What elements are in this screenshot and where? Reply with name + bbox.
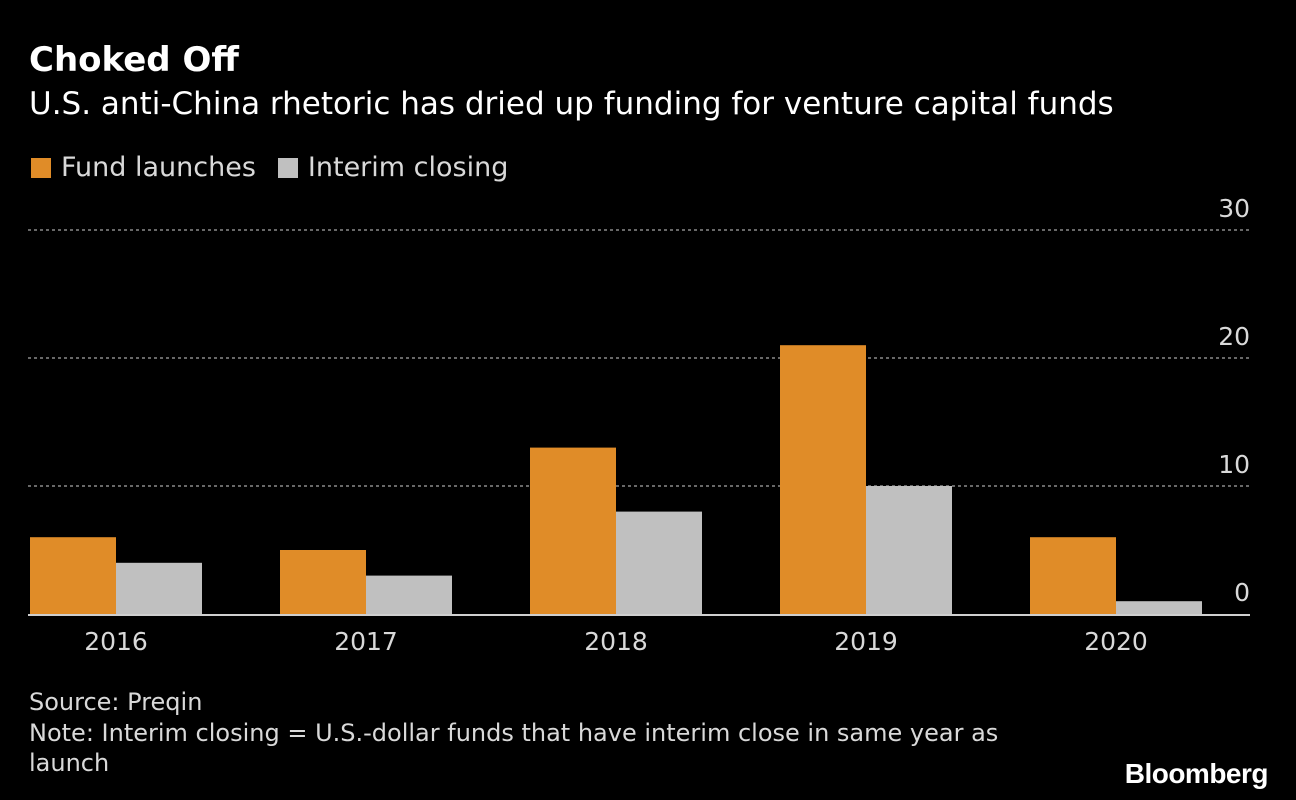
bar-interim-closing: [616, 511, 702, 614]
bar-fund-launches: [30, 537, 116, 614]
y-tick-label: 10: [1218, 450, 1250, 479]
bar-interim-closing: [866, 486, 952, 614]
x-tick-label: 2020: [1084, 627, 1148, 656]
legend-item-interim-closing: Interim closing: [277, 152, 509, 183]
bar-fund-launches: [530, 447, 616, 614]
legend-label-fund-launches: Fund launches: [61, 152, 256, 183]
legend-item-fund-launches: Fund launches: [31, 152, 256, 183]
bar-interim-closing: [1116, 601, 1202, 614]
x-tick-label: 2018: [584, 627, 648, 656]
bar-interim-closing: [116, 562, 202, 614]
legend-swatch-interim-closing: [277, 157, 298, 178]
x-tick-label: 2019: [834, 627, 898, 656]
bar-fund-launches: [1030, 537, 1116, 614]
bar-fund-launches: [780, 345, 866, 614]
x-tick-label: 2016: [84, 627, 148, 656]
legend-label-interim-closing: Interim closing: [307, 152, 509, 183]
bar-fund-launches: [280, 550, 366, 614]
y-tick-label: 30: [1218, 194, 1250, 223]
bar-interim-closing: [366, 575, 452, 614]
y-tick-label: 0: [1234, 578, 1250, 607]
source-note: Source: Preqin: [29, 688, 203, 716]
footnote: Note: Interim closing = U.S.-dollar fund…: [29, 719, 999, 777]
bloomberg-logo: Bloomberg: [1124, 758, 1269, 789]
chart-subtitle: U.S. anti-China rhetoric has dried up fu…: [29, 86, 1114, 122]
y-tick-label: 20: [1218, 322, 1250, 351]
chart-title: Choked Off: [29, 40, 239, 80]
legend-swatch-fund-launches: [31, 157, 51, 178]
legend: Fund launches Interim closing: [31, 152, 530, 183]
x-tick-label: 2017: [334, 627, 398, 656]
